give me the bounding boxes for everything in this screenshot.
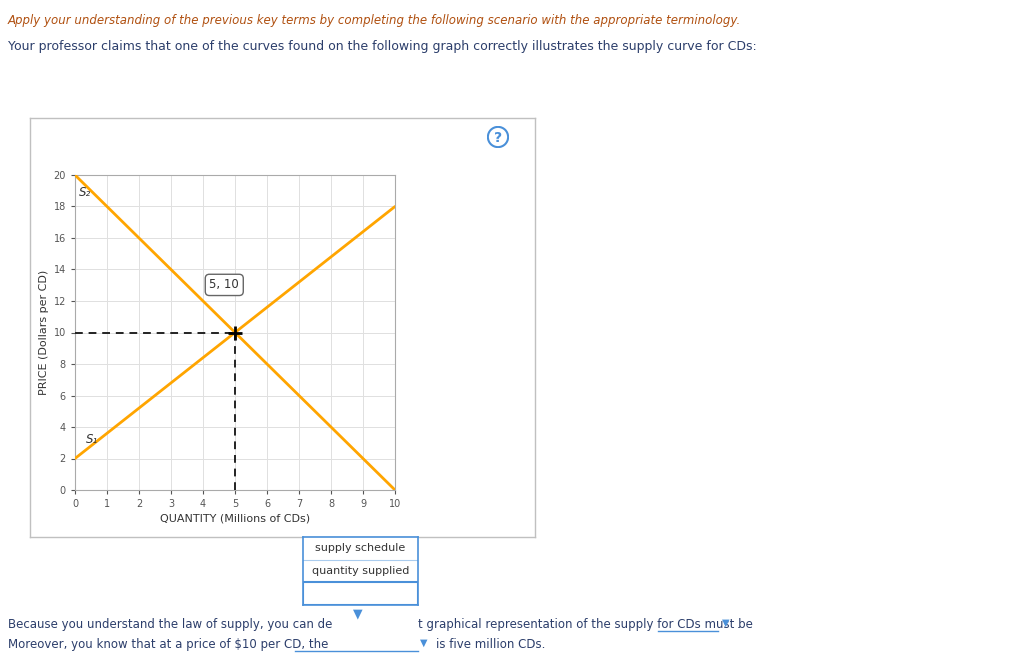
Text: 5, 10: 5, 10 xyxy=(209,278,240,292)
Bar xyxy=(303,582,418,605)
Text: S₁: S₁ xyxy=(86,433,98,446)
Text: Because you understand the law of supply, you can de: Because you understand the law of supply… xyxy=(8,618,333,631)
Text: Apply your understanding of the previous key terms by completing the following s: Apply your understanding of the previous… xyxy=(8,14,741,27)
Y-axis label: PRICE (Dollars per CD): PRICE (Dollars per CD) xyxy=(40,270,49,395)
Text: is five million CDs.: is five million CDs. xyxy=(436,638,546,651)
Text: ▼: ▼ xyxy=(722,618,729,628)
Text: ▼: ▼ xyxy=(353,607,362,620)
Text: .: . xyxy=(737,618,740,631)
Text: Your professor claims that one of the curves found on the following graph correc: Your professor claims that one of the cu… xyxy=(8,40,757,53)
Text: Moreover, you know that at a price of $10 per CD, the: Moreover, you know that at a price of $1… xyxy=(8,638,329,651)
Text: supply curve: supply curve xyxy=(325,589,396,599)
Text: t graphical representation of the supply for CDs must be: t graphical representation of the supply… xyxy=(418,618,753,631)
Text: ?: ? xyxy=(494,131,502,145)
Text: supply schedule: supply schedule xyxy=(315,544,406,554)
Text: S₂: S₂ xyxy=(79,186,91,199)
X-axis label: QUANTITY (Millions of CDs): QUANTITY (Millions of CDs) xyxy=(160,513,310,523)
Text: quantity supplied: quantity supplied xyxy=(312,566,410,576)
Text: ▼: ▼ xyxy=(420,638,427,648)
